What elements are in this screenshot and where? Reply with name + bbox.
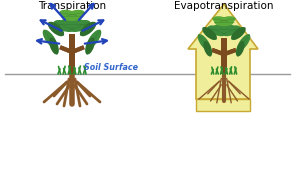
Bar: [69, 34, 75, 74]
Text: Evapotranspiration: Evapotranspiration: [174, 1, 274, 11]
Text: Soil Surface: Soil Surface: [84, 63, 138, 72]
Ellipse shape: [204, 41, 212, 56]
Ellipse shape: [58, 18, 86, 30]
Ellipse shape: [43, 30, 57, 48]
Ellipse shape: [220, 16, 236, 24]
Ellipse shape: [231, 27, 246, 40]
Ellipse shape: [211, 24, 237, 34]
Ellipse shape: [222, 25, 240, 36]
Ellipse shape: [67, 10, 85, 18]
Ellipse shape: [87, 30, 101, 48]
Bar: [196, 99, 250, 111]
Ellipse shape: [198, 34, 211, 51]
Ellipse shape: [85, 37, 95, 55]
Bar: [221, 38, 226, 74]
Ellipse shape: [236, 41, 245, 56]
Ellipse shape: [212, 16, 228, 24]
Ellipse shape: [207, 25, 226, 36]
Ellipse shape: [69, 20, 91, 32]
Ellipse shape: [202, 27, 217, 40]
Ellipse shape: [49, 37, 59, 55]
Ellipse shape: [59, 10, 77, 18]
Text: Transpiration: Transpiration: [38, 1, 106, 11]
Ellipse shape: [237, 34, 250, 51]
Bar: [221, 38, 227, 74]
Ellipse shape: [54, 20, 74, 32]
Ellipse shape: [61, 11, 83, 21]
Ellipse shape: [80, 22, 96, 36]
Bar: [69, 34, 75, 74]
Ellipse shape: [48, 22, 64, 36]
Ellipse shape: [214, 17, 234, 26]
Polygon shape: [188, 4, 258, 99]
